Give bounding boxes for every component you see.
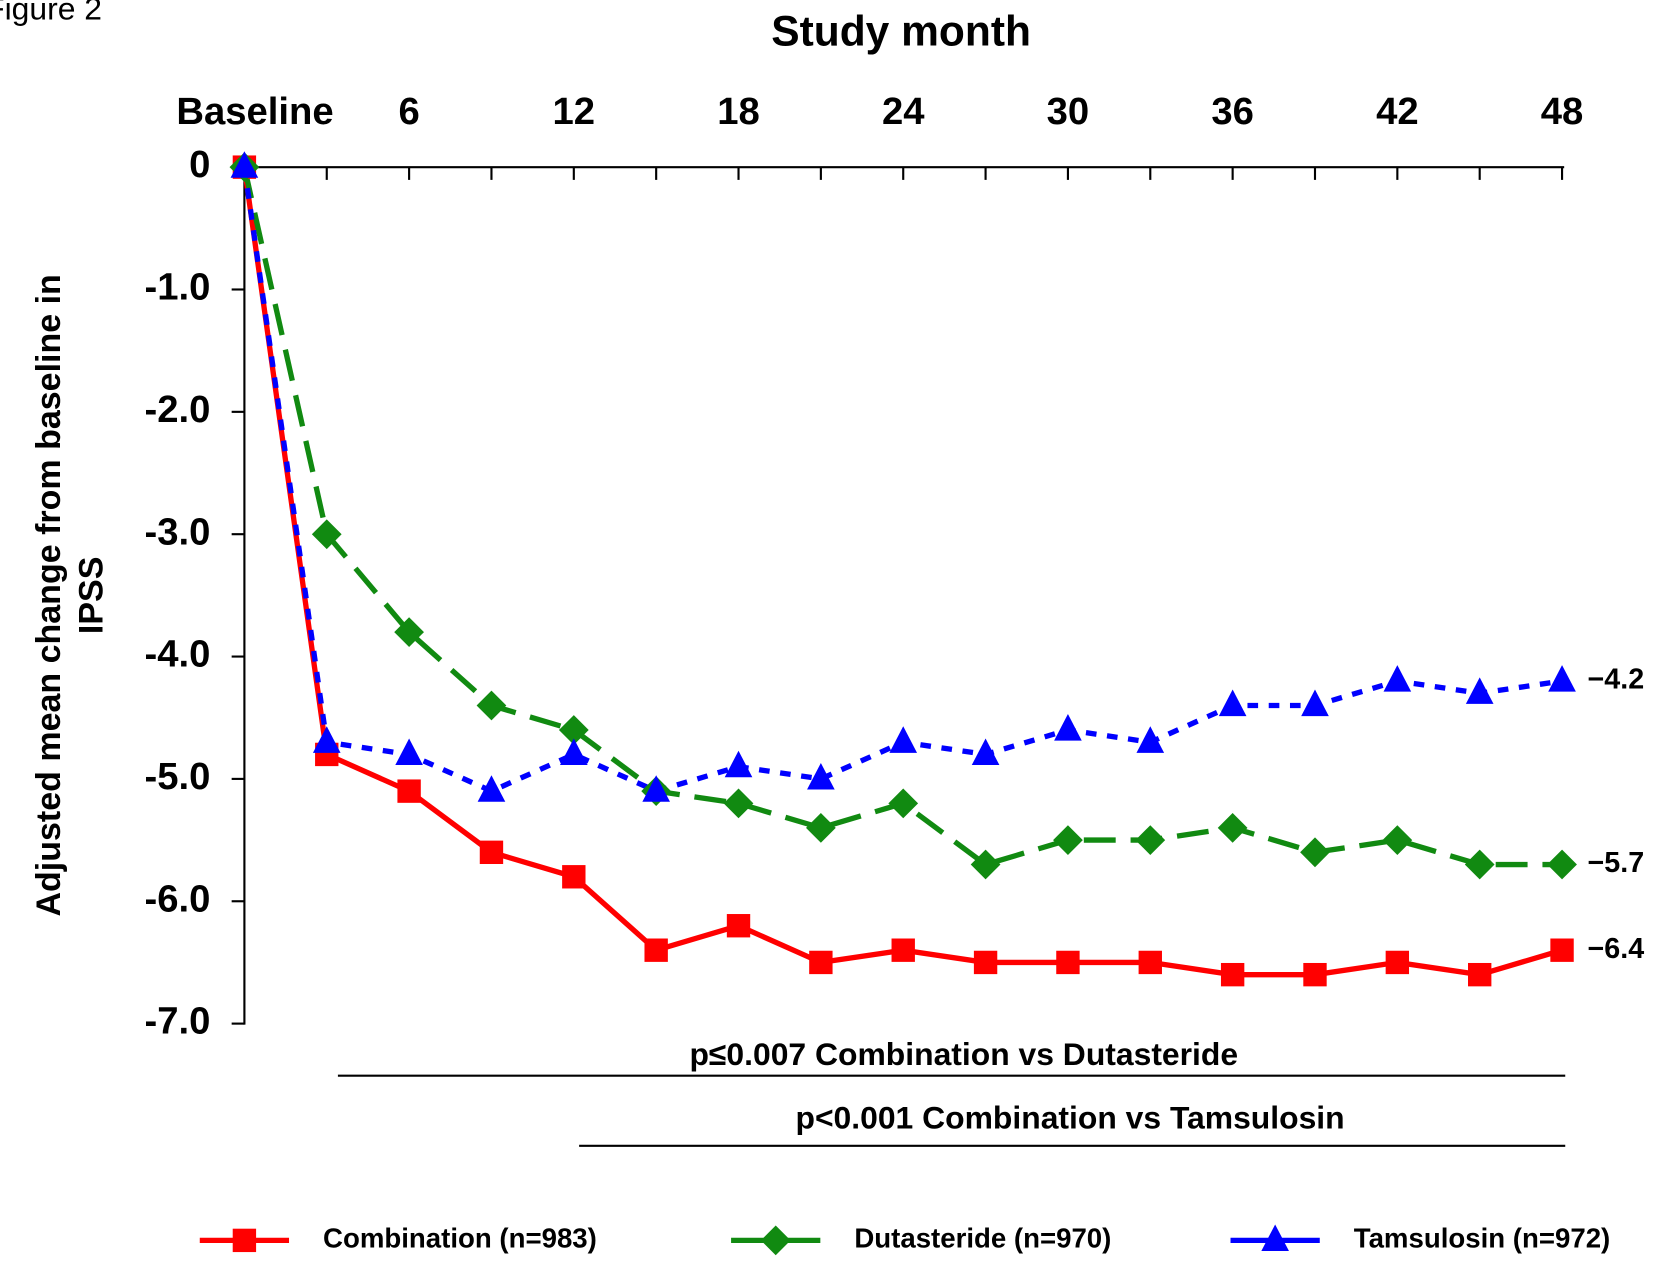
marker — [1056, 950, 1080, 975]
marker — [1468, 962, 1492, 987]
legend-marker — [1261, 1224, 1289, 1252]
marker — [726, 914, 751, 938]
marker — [1465, 677, 1494, 704]
marker — [1135, 825, 1166, 855]
y-tick-label: -4.0 — [144, 633, 210, 676]
marker — [1054, 714, 1082, 741]
marker — [1464, 849, 1495, 880]
marker — [1220, 962, 1245, 987]
marker — [971, 738, 1000, 766]
marker — [888, 788, 919, 819]
x-tick-label: 24 — [882, 90, 925, 133]
series-line — [241, 166, 1563, 795]
value-label: −6.4 — [1588, 933, 1645, 965]
legend-label: Combination (n=983) — [323, 1223, 597, 1254]
marker — [1136, 726, 1165, 753]
legend-marker — [232, 1228, 257, 1253]
y-tick-label: 0 — [189, 143, 210, 186]
series-line — [241, 166, 1563, 868]
marker — [476, 690, 507, 721]
y-axis-title-line: Adjusted mean change from baseline in — [30, 274, 68, 916]
marker — [397, 779, 421, 803]
marker — [1385, 950, 1410, 975]
annotation: p<0.001 Combination vs Tamsulosin — [795, 1100, 1344, 1136]
y-tick-label: -3.0 — [144, 510, 210, 553]
marker — [479, 840, 504, 865]
legend-label: Tamsulosin (n=972) — [1354, 1223, 1610, 1254]
marker — [1138, 950, 1162, 975]
y-tick-label: -7.0 — [144, 1000, 210, 1043]
marker — [1550, 938, 1574, 962]
y-axis-title-line: IPSS — [72, 557, 110, 634]
figure-label: Figure 2 — [0, 0, 102, 26]
marker — [1548, 665, 1576, 692]
marker — [724, 750, 753, 778]
x-tick-label: 42 — [1376, 90, 1419, 133]
marker — [807, 762, 835, 790]
series-line — [241, 166, 1563, 978]
marker — [889, 726, 918, 753]
x-tick-label: 18 — [717, 90, 760, 133]
marker — [1383, 665, 1412, 692]
marker — [973, 950, 998, 975]
marker — [723, 788, 754, 819]
marker — [1218, 689, 1247, 717]
marker — [1547, 849, 1577, 880]
value-label: −5.7 — [1588, 847, 1645, 879]
marker — [477, 775, 506, 802]
legend-marker — [760, 1225, 791, 1256]
x-tick-label: 30 — [1047, 90, 1090, 133]
marker — [1382, 825, 1413, 855]
annotation: p≤0.007 Combination vs Dutasteride — [689, 1036, 1238, 1072]
marker — [805, 812, 836, 843]
marker — [558, 715, 589, 745]
y-tick-label: -2.0 — [144, 388, 210, 431]
x-tick-label: 12 — [553, 90, 596, 133]
marker — [562, 865, 586, 889]
marker — [1217, 812, 1248, 843]
marker — [312, 726, 341, 753]
marker — [560, 738, 588, 766]
marker — [1300, 837, 1330, 868]
marker — [891, 938, 915, 962]
y-tick-label: -5.0 — [144, 755, 210, 798]
marker — [1303, 962, 1327, 987]
marker — [311, 519, 342, 550]
x-tick-label: Baseline — [176, 90, 333, 133]
x-tick-label: 48 — [1541, 90, 1584, 133]
marker — [1053, 825, 1083, 855]
x-tick-label: 6 — [398, 90, 419, 133]
marker — [394, 617, 424, 647]
y-tick-label: -6.0 — [144, 877, 210, 920]
marker — [1301, 689, 1329, 717]
marker — [970, 849, 1001, 880]
legend-label: Dutasteride (n=970) — [854, 1223, 1111, 1254]
marker — [230, 151, 259, 178]
x-axis-title: Study month — [771, 9, 1031, 56]
y-tick-label: -1.0 — [144, 266, 210, 309]
marker — [644, 938, 668, 962]
marker — [395, 738, 423, 766]
marker — [642, 775, 670, 802]
value-label: −4.2 — [1588, 664, 1645, 696]
marker — [809, 950, 833, 975]
y-axis-title: Adjusted mean change from baseline in IP… — [30, 274, 111, 916]
x-tick-label: 36 — [1211, 90, 1254, 133]
